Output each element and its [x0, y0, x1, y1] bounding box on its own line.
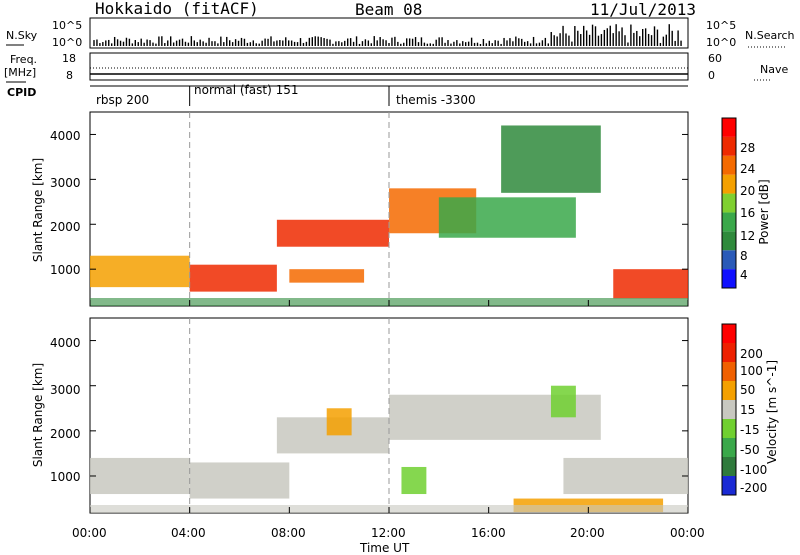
power-colorbar-swatch-0 — [722, 269, 736, 288]
velocity-cbtick-5: -50 — [740, 443, 760, 457]
power-colorbar-swatch-3 — [722, 212, 736, 232]
power-echo-band-2 — [276, 219, 389, 247]
xtick-2: 08:00 — [271, 526, 306, 540]
station-title: Hokkaido (fitACF) — [95, 0, 259, 18]
power-ytick-3000: 3000 — [50, 176, 81, 190]
power-ytick-2000: 2000 — [50, 220, 81, 234]
velocity-echo-band-6 — [550, 385, 576, 418]
power-echo-band-0 — [90, 255, 190, 288]
xtick-3: 12:00 — [371, 526, 406, 540]
velocity-colorbar-swatch-0 — [722, 476, 736, 495]
xtick-0: 00:00 — [72, 526, 107, 540]
velocity-echo-band-0 — [90, 457, 190, 495]
date-title: 11/Jul/2013 — [590, 0, 696, 19]
power-cbtick-4: 20 — [740, 184, 756, 198]
power-ytick-1000: 1000 — [50, 263, 81, 277]
velocity-colorbar-frame — [721, 323, 737, 496]
velocity-colorbar-swatch-7 — [722, 343, 736, 362]
power-colorbar-swatch-4 — [722, 193, 736, 213]
nsky-strip-frame — [89, 17, 689, 49]
velocity-ytick-3000: 3000 — [50, 383, 81, 397]
freq-label: Freq. — [10, 53, 38, 66]
velocity-ytick-2000: 2000 — [50, 427, 81, 441]
freq-tick-top: 18 — [62, 52, 76, 65]
nsky-tick-bottom: 10^0 — [52, 36, 83, 49]
power-echo-band-3 — [289, 269, 365, 283]
xaxis-label: Time UT — [360, 541, 410, 555]
freq-strip-frame — [89, 52, 689, 81]
cpid-segment-label-2: themis -3300 — [396, 93, 476, 107]
power-colorbar-frame — [721, 117, 737, 289]
velocity-ytick-4000: 4000 — [50, 336, 81, 350]
nsearch-tick-top: 10^5 — [706, 19, 737, 32]
velocity-echo-band-5 — [401, 466, 427, 495]
velocity-colorbar-swatch-3 — [722, 419, 736, 438]
nsearch-tick-bottom: 10^0 — [706, 36, 737, 49]
velocity-colorbar-swatch-5 — [722, 381, 736, 400]
power-cbtick-6: 28 — [740, 141, 756, 155]
power-colorbar-swatch-7 — [722, 136, 736, 156]
beam-title: Beam 08 — [355, 0, 423, 19]
velocity-cbtick-2: 50 — [740, 383, 756, 397]
power-cbtick-0: 4 — [740, 268, 748, 282]
nave-label: Nave — [760, 63, 789, 76]
velocity-colorbar-swatch-4 — [722, 400, 736, 419]
power-echo-band-6 — [501, 125, 601, 193]
velocity-cbtick-4: -15 — [740, 423, 760, 437]
velocity-colorbar-swatch-2 — [722, 438, 736, 457]
power-cbtick-3: 16 — [740, 206, 756, 220]
cpid-label: CPID — [7, 86, 37, 99]
velocity-cbtick-0: 200 — [740, 347, 763, 361]
velocity-cbtick-6: -100 — [740, 463, 768, 477]
xtick-6: 00:00 — [670, 526, 705, 540]
velocity-cbtick-7: -200 — [740, 481, 768, 495]
cpid-segment-label-0: rbsp 200 — [96, 93, 150, 107]
velocity-cbtick-3: 15 — [740, 403, 756, 417]
nave-tick-bottom: 0 — [708, 69, 715, 82]
power-ytick-4000: 4000 — [50, 129, 81, 143]
power-colorbar-swatch-1 — [722, 250, 736, 270]
nsky-tick-top: 10^5 — [52, 19, 83, 32]
freq-tick-bottom: 8 — [66, 69, 73, 82]
xtick-1: 04:00 — [171, 526, 206, 540]
velocity-colorbar-swatch-6 — [722, 362, 736, 381]
nave-tick-top: 60 — [708, 52, 722, 65]
power-colorbar-swatch-8 — [722, 118, 736, 137]
velocity-cbtick-1: 100 — [740, 364, 763, 378]
power-echo-band-5 — [438, 197, 576, 238]
xtick-4: 16:00 — [471, 526, 506, 540]
power-colorbar-swatch-2 — [722, 231, 736, 251]
velocity-ytick-1000: 1000 — [50, 470, 81, 484]
power-cbtick-1: 8 — [740, 249, 748, 263]
nsearch-label: N.Search — [745, 29, 795, 42]
power-colorbar-swatch-6 — [722, 155, 736, 175]
power-cbtick-2: 12 — [740, 229, 756, 243]
nsky-label: N.Sky — [6, 29, 38, 42]
velocity-echo-band-3 — [326, 408, 352, 436]
velocity-echo-band-1 — [189, 462, 290, 499]
cpid-segment-label-1: normal (fast) 151 — [194, 83, 299, 97]
power-colorbar-swatch-5 — [722, 174, 736, 194]
power-cbtick-5: 24 — [740, 162, 756, 176]
xtick-5: 20:00 — [570, 526, 605, 540]
power-echo-band-7 — [613, 269, 688, 299]
velocity-colorbar-swatch-1 — [722, 457, 736, 476]
velocity-echo-band-7 — [563, 457, 688, 495]
velocity-colorbar-swatch-8 — [722, 324, 736, 343]
freq-unit-label: [MHz] — [4, 66, 37, 79]
power-echo-band-1 — [189, 264, 277, 292]
